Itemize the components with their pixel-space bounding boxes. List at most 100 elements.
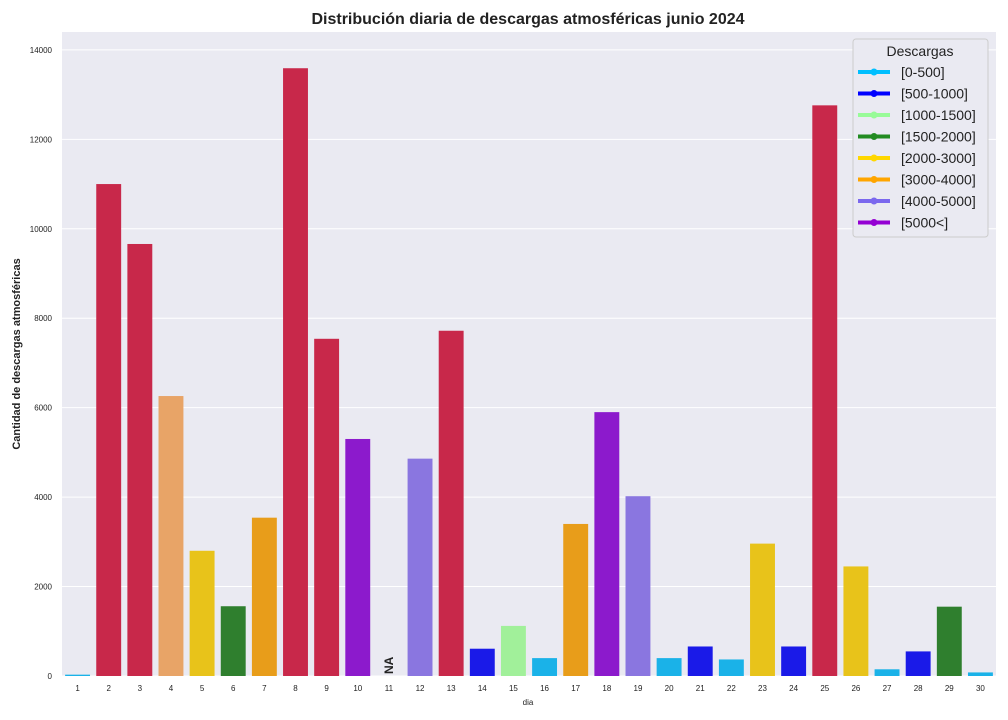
legend-marker (870, 111, 878, 119)
legend-entry: [1500-2000] (858, 129, 976, 145)
bar (812, 105, 838, 677)
x-axis-label: dia (523, 698, 534, 707)
bar (283, 68, 308, 677)
y-tick-label: 6000 (34, 404, 52, 413)
x-tick-label: 11 (385, 684, 394, 693)
legend-marker (870, 197, 878, 205)
bar (718, 659, 744, 676)
bar (532, 658, 558, 676)
bar (220, 606, 246, 676)
y-tick-label: 8000 (34, 314, 52, 323)
x-tick-label: 29 (945, 684, 954, 693)
bars: NA (65, 68, 993, 677)
bar (967, 672, 993, 676)
x-tick-label: 2 (106, 684, 111, 693)
x-tick-label: 17 (571, 684, 580, 693)
x-tick-label: 1 (75, 684, 80, 693)
bar (500, 625, 526, 676)
legend-marker (870, 90, 878, 97)
legend-entry: [500-1000] (858, 86, 968, 102)
x-tick-label: 12 (416, 684, 425, 693)
x-tick-label: 14 (478, 684, 487, 693)
x-tick-label: 3 (138, 684, 143, 693)
bar (656, 658, 682, 676)
y-axis-label: Cantidad de descargas atmosféricas (11, 258, 23, 449)
x-tick-label: 8 (293, 684, 298, 693)
bar (158, 396, 184, 676)
bar (843, 566, 869, 676)
x-tick-label: 24 (789, 684, 798, 693)
bar (469, 648, 495, 676)
legend-entry: [1000-1500] (858, 107, 976, 123)
x-tick-label: 16 (540, 684, 549, 693)
bar (874, 669, 900, 676)
bar (750, 543, 775, 676)
x-tick-label: 22 (727, 684, 736, 693)
legend-box (852, 38, 989, 238)
y-tick-labels: 0 2000 4000 6000 8000 10000 12000 14000 (30, 46, 53, 681)
y-tick-label: 14000 (30, 46, 53, 55)
bar (625, 496, 651, 676)
x-tick-label: 13 (447, 684, 456, 693)
bar (407, 458, 433, 676)
bar (127, 243, 153, 676)
legend-entry: [2000-3000] (858, 150, 976, 166)
x-tick-label: 18 (602, 684, 611, 693)
x-tick-label: 19 (634, 684, 643, 693)
bar (96, 184, 122, 677)
legend-marker (870, 176, 878, 183)
x-tick-label: 7 (262, 684, 267, 693)
bar (936, 606, 962, 676)
legend: Descargas [0-500] [500-1000] [1000-1500] [1… (852, 38, 989, 238)
legend-label: [4000-5000] (901, 193, 976, 209)
x-tick-label: 28 (914, 684, 923, 693)
x-tick-label: 9 (324, 684, 329, 693)
y-tick-label: 10000 (30, 225, 53, 234)
legend-label: [0-500] (901, 64, 945, 80)
legend-marker (870, 133, 878, 140)
legend-marker (870, 219, 878, 226)
legend-title: Descargas (887, 43, 954, 59)
chart-title: Distribución diaria de descargas atmosfé… (311, 11, 744, 28)
x-tick-label: 5 (200, 684, 205, 693)
x-tick-label: 20 (665, 684, 674, 693)
legend-entry: [3000-4000] (858, 172, 976, 188)
bar (189, 550, 215, 676)
legend-label: [5000<] (901, 215, 948, 231)
legend-label: [2000-3000] (901, 150, 976, 166)
legend-marker (870, 68, 878, 76)
legend-entry: [5000<] (858, 215, 948, 231)
y-tick-label: 4000 (34, 493, 52, 502)
bar (251, 517, 277, 676)
na-label: NA (382, 656, 396, 674)
grid-lines (62, 49, 996, 677)
bar (781, 646, 807, 676)
x-tick-labels: 1 2 3 4 5 6 7 8 9 10 11 12 13 14 15 16 17 18 19 20 21 22 23 24 2… (75, 684, 985, 693)
x-tick-label: 26 (851, 684, 860, 693)
bar (563, 523, 589, 676)
x-tick-label: 30 (976, 684, 985, 693)
legend-label: [1000-1500] (901, 107, 976, 123)
bar (438, 330, 464, 676)
bar (314, 338, 340, 676)
legend-label: [3000-4000] (901, 172, 976, 188)
bar (345, 438, 371, 676)
legend-label: [1500-2000] (901, 129, 976, 145)
x-tick-label: 23 (758, 684, 767, 693)
x-tick-label: 15 (509, 684, 518, 693)
legend-marker (870, 154, 878, 162)
x-tick-label: 21 (696, 684, 705, 693)
x-tick-label: 10 (353, 684, 362, 693)
bar (687, 646, 713, 676)
legend-label: [500-1000] (901, 86, 968, 102)
y-tick-label: 12000 (30, 135, 53, 144)
bar (594, 412, 620, 676)
legend-entry: [0-500] (858, 64, 945, 80)
x-tick-label: 6 (231, 684, 236, 693)
x-tick-label: 27 (883, 684, 892, 693)
x-tick-label: 25 (820, 684, 829, 693)
y-tick-label: 2000 (34, 583, 52, 592)
legend-entry: [4000-5000] (858, 193, 976, 209)
bar (905, 651, 931, 676)
